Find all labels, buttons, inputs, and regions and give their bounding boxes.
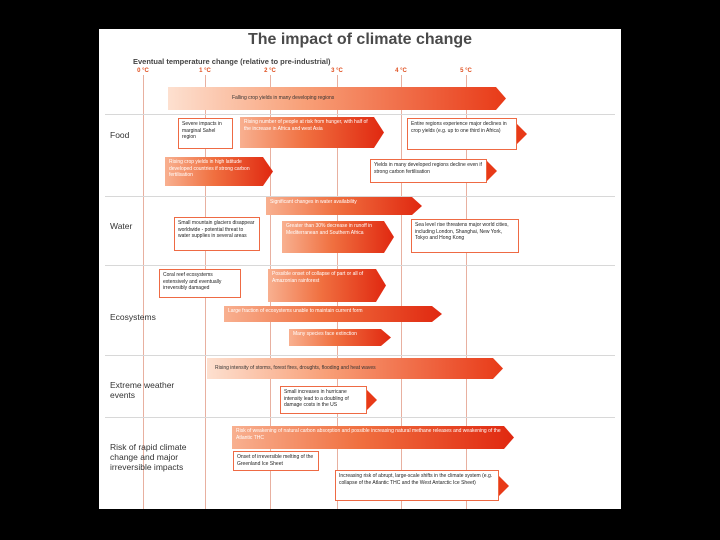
tick-label: 0 °C (137, 68, 149, 74)
category-water: Water (110, 221, 133, 231)
row-divider (105, 114, 615, 115)
hurricane-damage-box: Small increases in hurricane intensity l… (280, 386, 367, 414)
water-availability-arrow: Significant changes in water availabilit… (266, 197, 422, 215)
developed-decline-tip (487, 161, 497, 181)
category-rapid-climate-change: Risk of rapid climate change and major i… (110, 442, 187, 472)
row-divider (105, 196, 615, 197)
amazon-collapse-arrow: Possible onset of collapse of part or al… (268, 269, 386, 302)
category-ecosystems: Ecosystems (110, 312, 156, 322)
entire-regions-box: Entire regions experience major declines… (407, 118, 517, 150)
greenland-melt-box: Onset of irreversible melting of the Gre… (233, 451, 319, 471)
row-divider (105, 265, 615, 266)
species-extinction-arrow: Many species face extinction (289, 329, 391, 346)
gridline (401, 75, 402, 509)
axis-subtitle: Eventual temperature change (relative to… (133, 57, 331, 66)
runoff-arrow: Greater than 30% decrease in runoff in M… (282, 221, 394, 253)
storm-intensity-arrow: Rising intensity of storms, forest fires… (207, 358, 503, 379)
hunger-risk-arrow: Rising number of people at risk from hun… (240, 117, 384, 148)
falling-crop-yields-arrow: Falling crop yields in many developing r… (168, 87, 506, 110)
gridline (466, 75, 467, 509)
coral-reef-box: Coral reef ecosystems extensively and ev… (159, 269, 241, 298)
rising-yields-arrow: Rising crop yields in high latitude deve… (165, 157, 273, 186)
sahel-impacts-box: Severe impacts in marginal Sahel region (178, 118, 233, 149)
page-title: The impact of climate change (247, 31, 473, 48)
row-divider (105, 417, 615, 418)
tick-label: 4 °C (395, 68, 407, 74)
row-divider (105, 355, 615, 356)
infographic-panel: The impact of climate change Eventual te… (99, 29, 621, 509)
developed-decline-box: Yields in many developed regions decline… (370, 159, 487, 183)
tick-label: 3 °C (331, 68, 343, 74)
abrupt-shifts-box: Increasing risk of abrupt, large-scale s… (335, 470, 499, 501)
carbon-absorption-arrow: Risk of weakening of natural carbon abso… (232, 426, 514, 449)
category-extreme-weather: Extreme weather events (110, 380, 175, 400)
category-food: Food (110, 130, 130, 140)
tick-label: 1 °C (199, 68, 211, 74)
entire-regions-tip (517, 124, 527, 144)
hurricane-damage-tip (367, 390, 377, 410)
gridline (143, 75, 144, 509)
sea-level-box: Sea level rise threatens major world cit… (411, 219, 519, 253)
glaciers-box: Small mountain glaciers disappear worldw… (174, 217, 260, 251)
tick-label: 5 °C (460, 68, 472, 74)
ecosystem-damage-arrow: Large fraction of ecosystems unable to m… (224, 306, 442, 322)
tick-label: 2 °C (264, 68, 276, 74)
abrupt-shifts-tip (499, 476, 509, 496)
